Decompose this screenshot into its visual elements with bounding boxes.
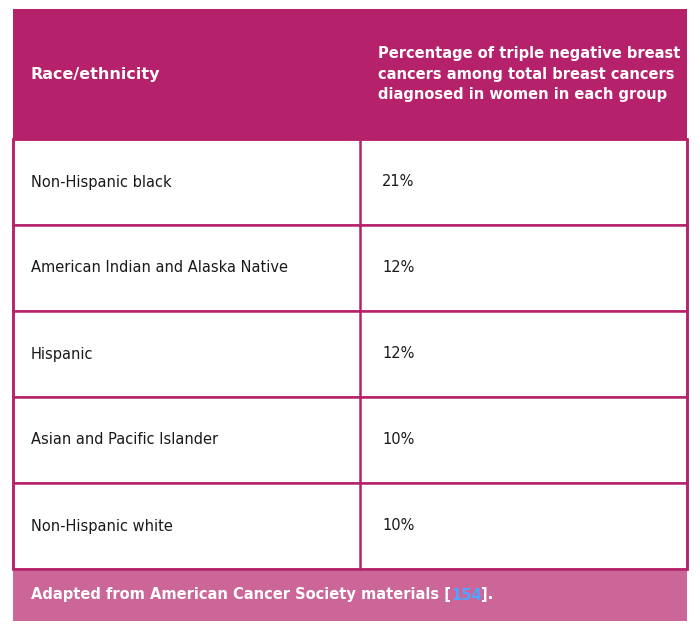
Text: 12%: 12% [382, 347, 414, 361]
Bar [13, 9, 687, 139]
Bar [13, 483, 687, 569]
Text: 21%: 21% [382, 174, 414, 190]
Text: Percentage of triple negative breast
cancers among total breast cancers
diagnose: Percentage of triple negative breast can… [378, 46, 680, 102]
Text: 12%: 12% [382, 261, 414, 276]
Text: 10%: 10% [382, 432, 414, 448]
Bar [13, 569, 687, 621]
Bar [13, 139, 687, 569]
Text: Non-Hispanic white: Non-Hispanic white [31, 519, 173, 533]
Text: Non-Hispanic black: Non-Hispanic black [31, 174, 172, 190]
Bar [13, 139, 687, 225]
Text: 154: 154 [451, 588, 482, 602]
Text: 10%: 10% [382, 519, 414, 533]
Text: Asian and Pacific Islander: Asian and Pacific Islander [31, 432, 218, 448]
Text: Race/ethnicity: Race/ethnicity [31, 67, 160, 82]
Text: Hispanic: Hispanic [31, 347, 94, 361]
Bar [13, 397, 687, 483]
Bar [13, 311, 687, 397]
Text: American Indian and Alaska Native: American Indian and Alaska Native [31, 261, 288, 276]
Bar [13, 225, 687, 311]
Text: ].: ]. [482, 588, 494, 602]
Text: Adapted from American Cancer Society materials [: Adapted from American Cancer Society mat… [31, 588, 451, 602]
